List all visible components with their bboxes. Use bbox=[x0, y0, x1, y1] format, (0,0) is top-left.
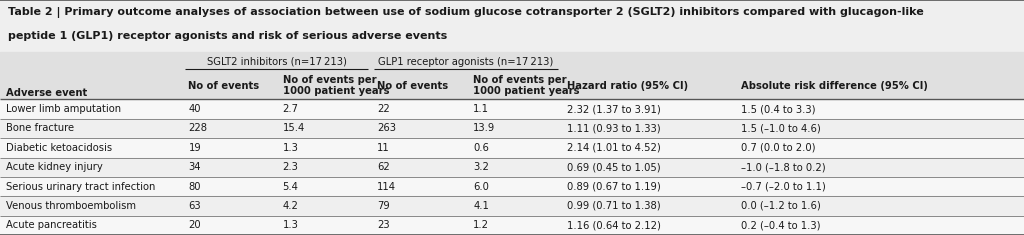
Text: peptide 1 (GLP1) receptor agonists and risk of serious adverse events: peptide 1 (GLP1) receptor agonists and r… bbox=[8, 31, 447, 41]
Text: Lower limb amputation: Lower limb amputation bbox=[6, 104, 121, 114]
Text: 0.2 (–0.4 to 1.3): 0.2 (–0.4 to 1.3) bbox=[741, 220, 821, 230]
Text: 2.14 (1.01 to 4.52): 2.14 (1.01 to 4.52) bbox=[567, 143, 662, 153]
Polygon shape bbox=[0, 119, 1024, 138]
Text: 4.2: 4.2 bbox=[283, 201, 299, 211]
Polygon shape bbox=[0, 72, 1024, 99]
Text: 1.5 (–1.0 to 4.6): 1.5 (–1.0 to 4.6) bbox=[741, 123, 821, 133]
Text: 0.6: 0.6 bbox=[473, 143, 489, 153]
Text: 1.3: 1.3 bbox=[283, 220, 299, 230]
Text: 263: 263 bbox=[377, 123, 396, 133]
Text: 0.99 (0.71 to 1.38): 0.99 (0.71 to 1.38) bbox=[567, 201, 660, 211]
Text: 2.3: 2.3 bbox=[283, 162, 299, 172]
Text: 0.7 (0.0 to 2.0): 0.7 (0.0 to 2.0) bbox=[741, 143, 816, 153]
Text: Table 2 | Primary outcome analyses of association between use of sodium glucose : Table 2 | Primary outcome analyses of as… bbox=[8, 8, 924, 18]
Text: 40: 40 bbox=[188, 104, 201, 114]
Text: 6.0: 6.0 bbox=[473, 182, 489, 192]
Text: Bone fracture: Bone fracture bbox=[6, 123, 75, 133]
Text: Hazard ratio (95% CI): Hazard ratio (95% CI) bbox=[567, 81, 688, 90]
Polygon shape bbox=[0, 177, 1024, 196]
Text: Serious urinary tract infection: Serious urinary tract infection bbox=[6, 182, 156, 192]
Text: 62: 62 bbox=[377, 162, 389, 172]
Text: 0.89 (0.67 to 1.19): 0.89 (0.67 to 1.19) bbox=[567, 182, 662, 192]
Text: 1.2: 1.2 bbox=[473, 220, 489, 230]
Text: 0.0 (–1.2 to 1.6): 0.0 (–1.2 to 1.6) bbox=[741, 201, 821, 211]
Text: 1.11 (0.93 to 1.33): 1.11 (0.93 to 1.33) bbox=[567, 123, 660, 133]
Text: 2.32 (1.37 to 3.91): 2.32 (1.37 to 3.91) bbox=[567, 104, 662, 114]
Text: 3.2: 3.2 bbox=[473, 162, 489, 172]
Text: –1.0 (–1.8 to 0.2): –1.0 (–1.8 to 0.2) bbox=[741, 162, 826, 172]
Text: No of events: No of events bbox=[188, 81, 259, 90]
Text: Acute pancreatitis: Acute pancreatitis bbox=[6, 220, 97, 230]
Text: 15.4: 15.4 bbox=[283, 123, 305, 133]
Text: 11: 11 bbox=[377, 143, 389, 153]
Polygon shape bbox=[0, 0, 1024, 52]
Text: 19: 19 bbox=[188, 143, 201, 153]
Text: 80: 80 bbox=[188, 182, 201, 192]
Text: Diabetic ketoacidosis: Diabetic ketoacidosis bbox=[6, 143, 113, 153]
Text: 1.5 (0.4 to 3.3): 1.5 (0.4 to 3.3) bbox=[741, 104, 816, 114]
Text: 228: 228 bbox=[188, 123, 208, 133]
Text: 79: 79 bbox=[377, 201, 389, 211]
Text: 2.7: 2.7 bbox=[283, 104, 299, 114]
Text: 22: 22 bbox=[377, 104, 389, 114]
Text: 1.16 (0.64 to 2.12): 1.16 (0.64 to 2.12) bbox=[567, 220, 662, 230]
Text: Venous thromboembolism: Venous thromboembolism bbox=[6, 201, 136, 211]
Text: 20: 20 bbox=[188, 220, 201, 230]
Text: 0.69 (0.45 to 1.05): 0.69 (0.45 to 1.05) bbox=[567, 162, 660, 172]
Text: No of events per
1000 patient years: No of events per 1000 patient years bbox=[283, 75, 389, 96]
Polygon shape bbox=[0, 52, 1024, 72]
Text: 5.4: 5.4 bbox=[283, 182, 299, 192]
Text: No of events: No of events bbox=[377, 81, 447, 90]
Text: –0.7 (–2.0 to 1.1): –0.7 (–2.0 to 1.1) bbox=[741, 182, 826, 192]
Text: 13.9: 13.9 bbox=[473, 123, 496, 133]
Text: 63: 63 bbox=[188, 201, 201, 211]
Text: SGLT2 inhibitors (n=17 213): SGLT2 inhibitors (n=17 213) bbox=[207, 57, 346, 67]
Polygon shape bbox=[0, 99, 1024, 119]
Text: 23: 23 bbox=[377, 220, 389, 230]
Text: Acute kidney injury: Acute kidney injury bbox=[6, 162, 102, 172]
Polygon shape bbox=[0, 216, 1024, 235]
Text: 114: 114 bbox=[377, 182, 396, 192]
Text: 4.1: 4.1 bbox=[473, 201, 489, 211]
Text: No of events per
1000 patient years: No of events per 1000 patient years bbox=[473, 75, 580, 96]
Text: GLP1 receptor agonists (n=17 213): GLP1 receptor agonists (n=17 213) bbox=[378, 57, 554, 67]
Text: Absolute risk difference (95% CI): Absolute risk difference (95% CI) bbox=[741, 81, 928, 90]
Polygon shape bbox=[0, 157, 1024, 177]
Text: Adverse event: Adverse event bbox=[6, 87, 87, 98]
Text: 34: 34 bbox=[188, 162, 201, 172]
Polygon shape bbox=[0, 138, 1024, 157]
Text: 1.3: 1.3 bbox=[283, 143, 299, 153]
Polygon shape bbox=[0, 196, 1024, 216]
Text: 1.1: 1.1 bbox=[473, 104, 489, 114]
